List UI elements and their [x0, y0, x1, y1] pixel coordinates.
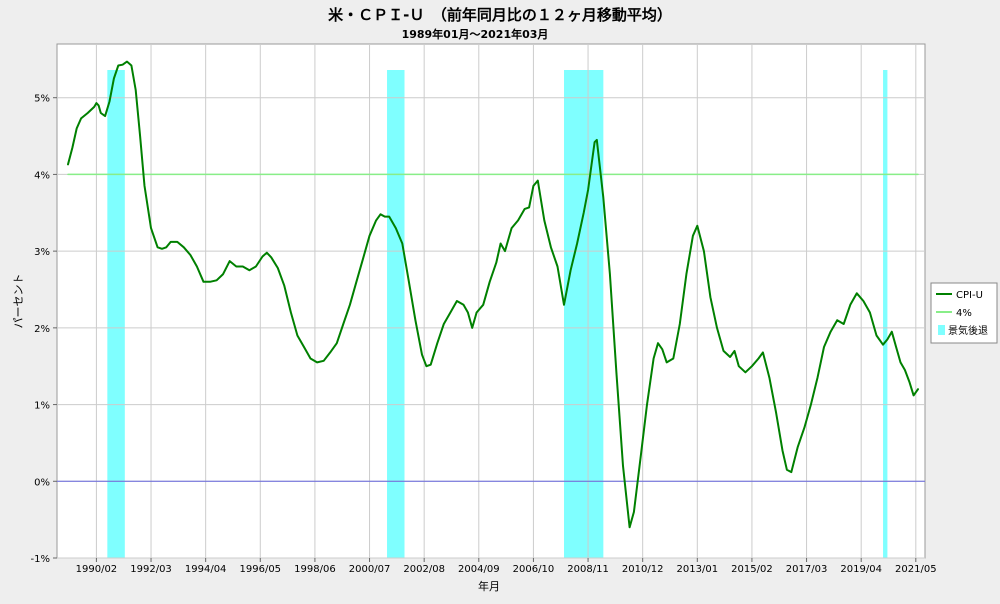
chart-subtitle: 1989年01月～2021年03月 — [402, 27, 549, 41]
series-line-cpi-u — [67, 60, 919, 529]
x-tick-label: 2019/04 — [840, 564, 882, 575]
recession-band — [883, 70, 888, 558]
x-tick-label: 1996/05 — [240, 564, 282, 575]
y-tick-label: -1% — [31, 554, 50, 565]
x-tick-label: 2000/07 — [349, 564, 391, 575]
legend-label: CPI-U — [956, 290, 983, 301]
recession-band — [107, 70, 125, 558]
x-tick-label: 2004/09 — [458, 564, 500, 575]
recession-band — [564, 70, 604, 558]
grid-lines — [57, 44, 925, 559]
legend-label: 4% — [956, 308, 972, 319]
recession-band — [387, 70, 405, 558]
x-tick-label: 1990/02 — [76, 564, 118, 575]
legend-swatch-box — [938, 325, 945, 335]
y-tick-label: 0% — [34, 477, 50, 488]
plot-area — [56, 43, 926, 559]
axes: -1% 0% 1% 2% 3% 4% 5% 1990/02 1992/03 1994/04 1996… — [31, 94, 937, 575]
x-tick-label: 1994/04 — [185, 564, 227, 575]
y-tick-label: 4% — [34, 170, 50, 181]
series-lines — [67, 60, 919, 529]
legend: CPI-U 4% 景気後退 — [930, 282, 998, 344]
x-tick-label: 1998/06 — [294, 564, 336, 575]
y-tick-label: 2% — [34, 324, 50, 335]
x-tick-label: 2010/12 — [622, 564, 664, 575]
y-tick-label: 5% — [34, 94, 50, 105]
recession-bands — [107, 70, 888, 558]
chart-title: 米・ＣＰＩ-Ｕ （前年同月比の１２ヶ月移動平均） — [328, 6, 672, 24]
y-tick-label: 1% — [34, 401, 50, 412]
x-tick-label: 1992/03 — [130, 564, 172, 575]
x-tick-label: 2015/02 — [731, 564, 773, 575]
x-tick-label: 2017/03 — [786, 564, 828, 575]
x-tick-label: 2008/11 — [567, 564, 609, 575]
x-tick-label: 2002/08 — [403, 564, 445, 575]
x-axis-label: 年月 — [478, 579, 500, 593]
x-tick-label: 2021/05 — [895, 564, 937, 575]
y-axis-label: パーセント — [12, 274, 25, 329]
x-tick-label: 2006/10 — [513, 564, 555, 575]
x-tick-label: 2013/01 — [677, 564, 719, 575]
legend-label: 景気後退 — [948, 324, 988, 337]
y-tick-label: 3% — [34, 247, 50, 258]
